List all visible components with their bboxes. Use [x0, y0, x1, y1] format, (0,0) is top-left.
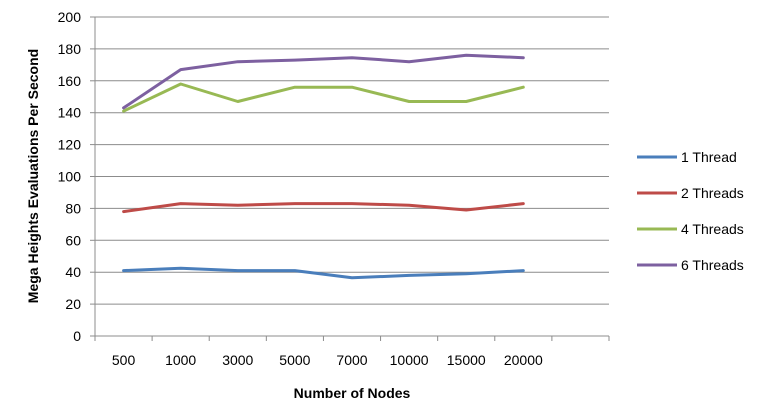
- y-tick-label: 60: [65, 232, 81, 248]
- y-tick-label: 80: [65, 200, 81, 216]
- legend-item: 2 Threads: [637, 185, 744, 201]
- x-axis-title: Number of Nodes: [294, 385, 411, 401]
- legend-label: 6 Threads: [681, 257, 744, 273]
- gridlines: [95, 17, 609, 304]
- legend-label: 2 Threads: [681, 185, 744, 201]
- y-tick-label: 160: [58, 73, 82, 89]
- series-line-4-threads: [124, 84, 524, 111]
- y-tick-label: 20: [65, 296, 81, 312]
- y-tick-label: 180: [58, 41, 82, 57]
- axes: [90, 17, 609, 341]
- y-tick-label: 100: [58, 169, 82, 185]
- series-lines: [124, 55, 524, 278]
- y-tick-label: 120: [58, 137, 82, 153]
- y-tick-label: 0: [73, 328, 81, 344]
- legend-label: 4 Threads: [681, 221, 744, 237]
- y-axis-title: Mega Heights Evaluations Per Second: [25, 49, 41, 303]
- x-tick-label: 3000: [222, 352, 253, 368]
- series-line-1-thread: [124, 268, 524, 278]
- legend-label: 1 Thread: [681, 149, 737, 165]
- legend-item: 6 Threads: [637, 257, 744, 273]
- y-tick-label: 40: [65, 264, 81, 280]
- y-tick-label: 140: [58, 105, 82, 121]
- legend-item: 4 Threads: [637, 221, 744, 237]
- x-tick-labels: 500 1000 3000 5000 7000 10000 15000 20000: [112, 352, 543, 368]
- x-tick-label: 5000: [279, 352, 310, 368]
- x-tick-label: 7000: [336, 352, 367, 368]
- series-line-2-threads: [124, 204, 524, 212]
- x-tick-label: 500: [112, 352, 136, 368]
- x-tick-label: 15000: [447, 352, 486, 368]
- x-tick-label: 10000: [390, 352, 429, 368]
- x-tick-label: 20000: [504, 352, 543, 368]
- legend: 1 Thread 2 Threads 4 Threads 6 Threads: [637, 149, 744, 273]
- x-tick-label: 1000: [165, 352, 196, 368]
- y-tick-label: 200: [58, 9, 82, 25]
- y-tick-labels: 0 20 40 60 80 100 120 140 160 180 200: [58, 9, 82, 344]
- legend-item: 1 Thread: [637, 149, 737, 165]
